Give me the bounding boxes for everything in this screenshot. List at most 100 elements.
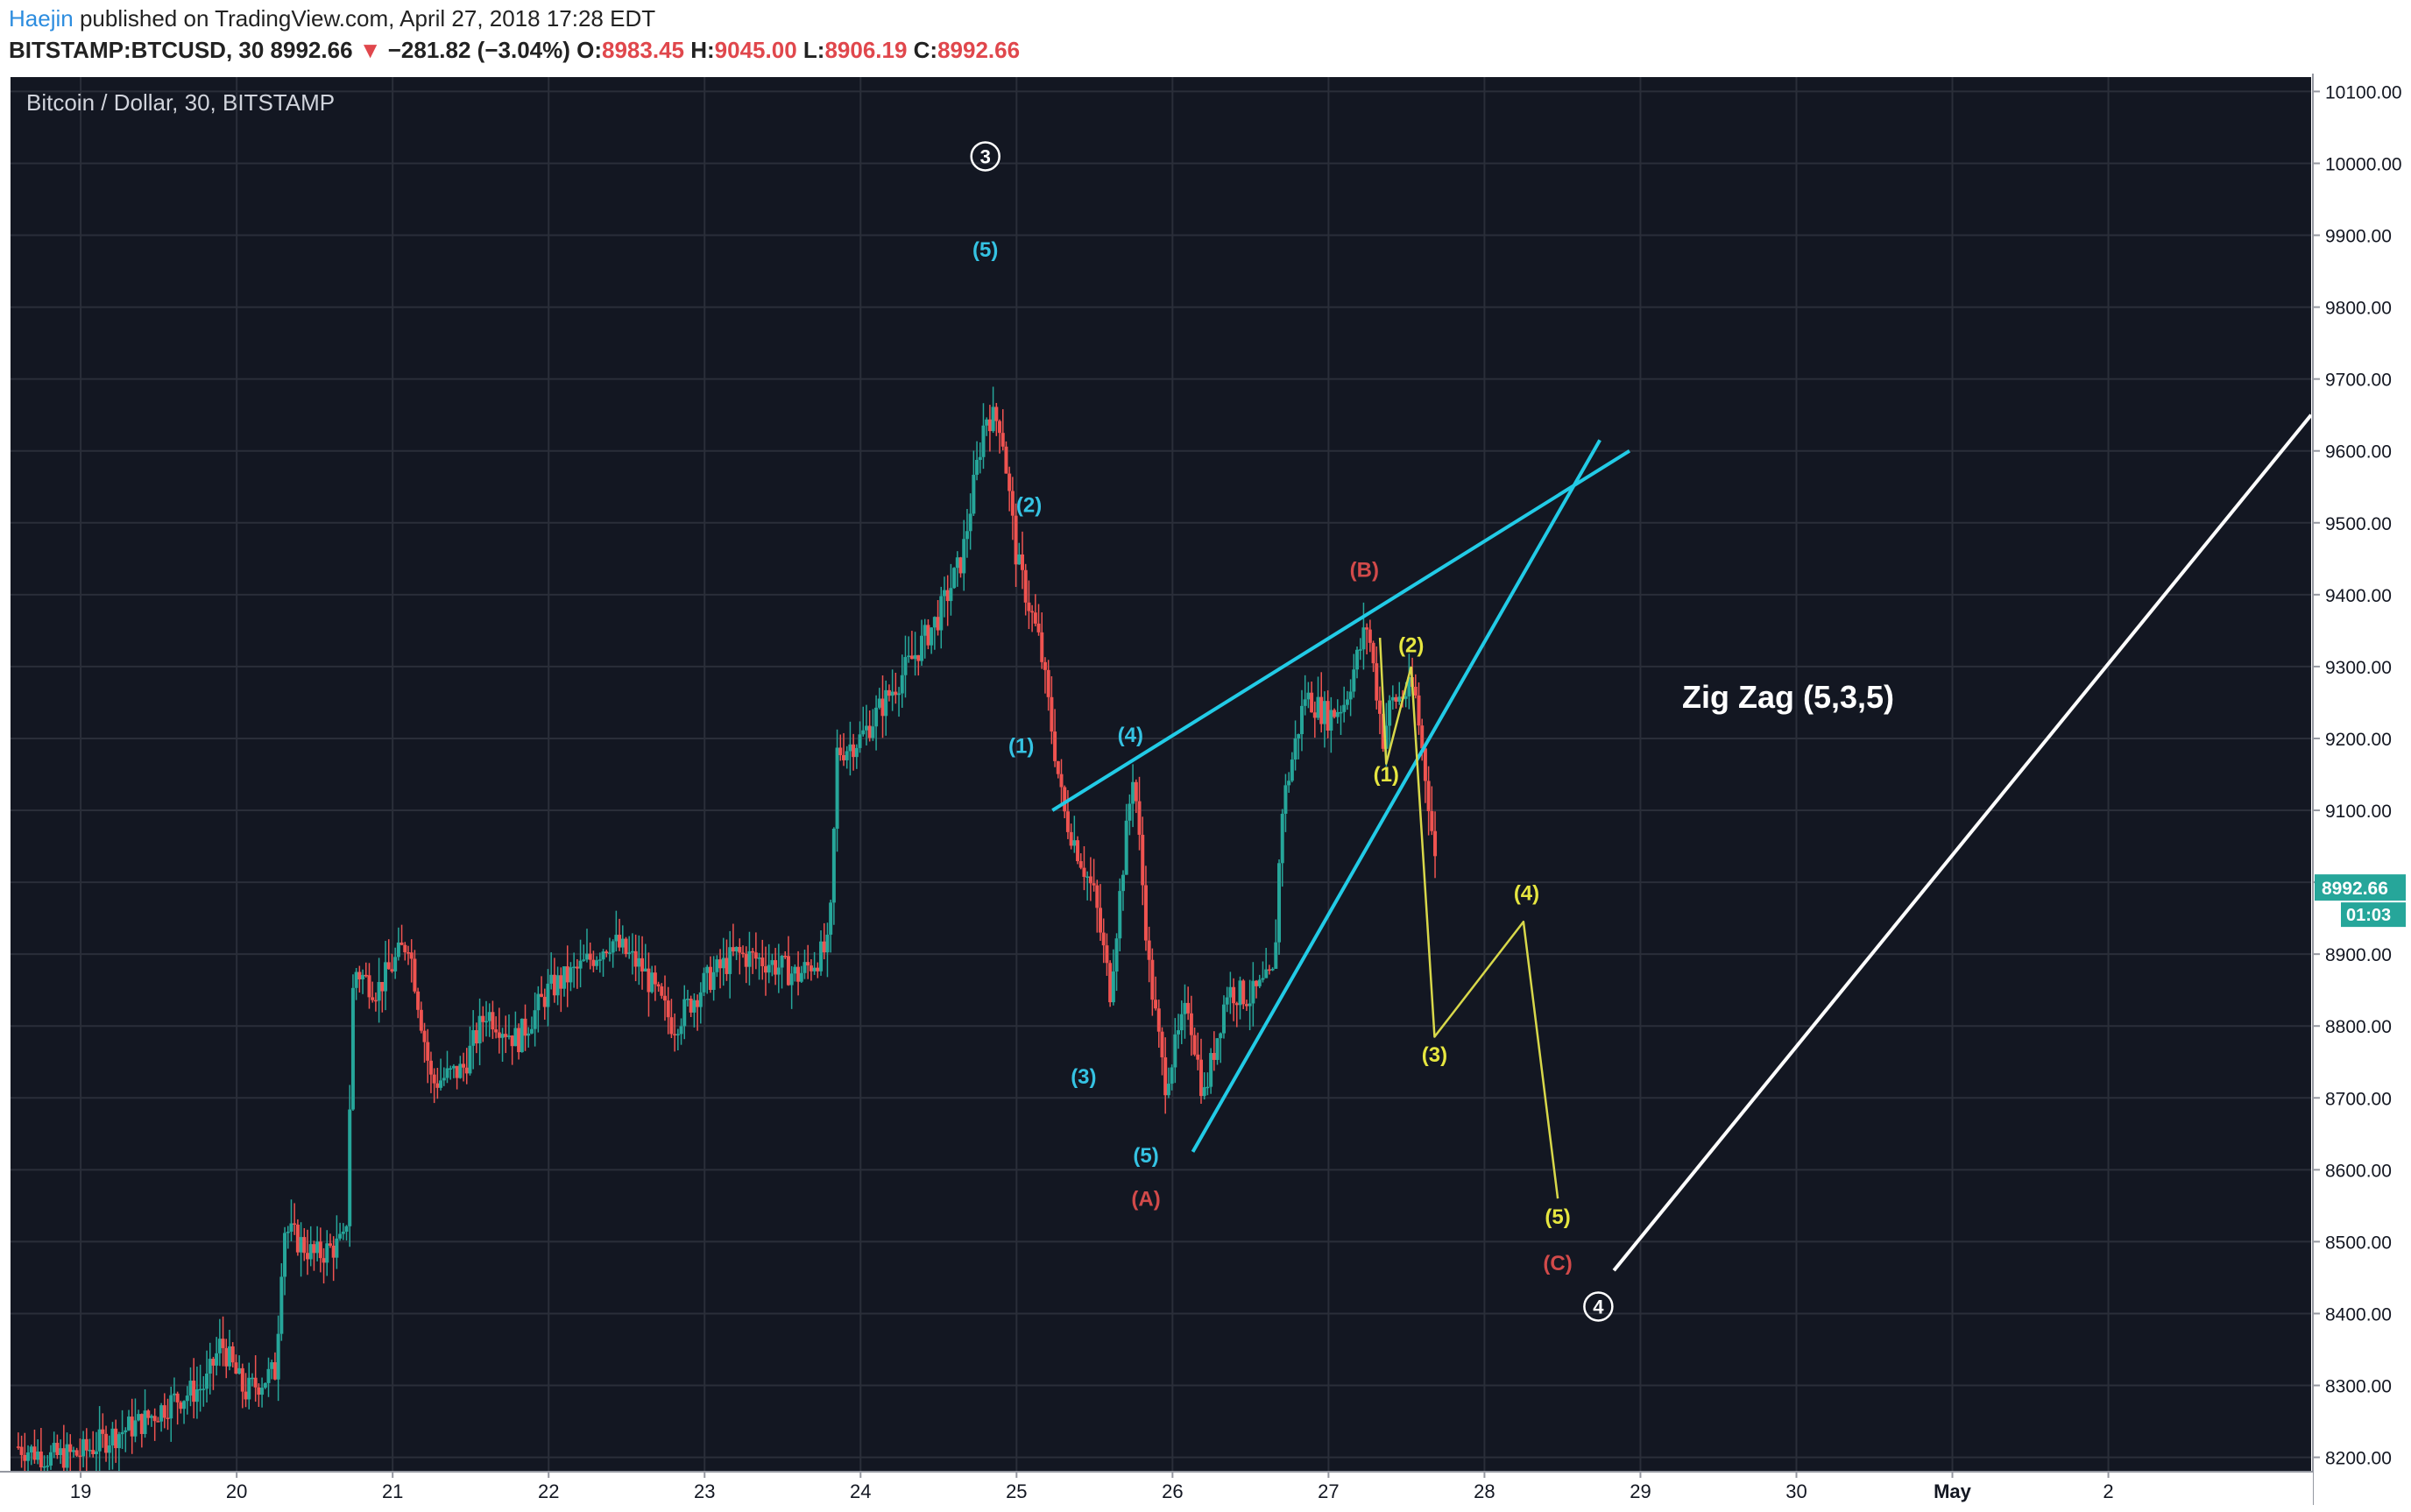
candle-body	[29, 1446, 33, 1453]
candle-body	[149, 1416, 153, 1418]
candle-body	[194, 1389, 199, 1402]
candle-body	[23, 1454, 27, 1461]
candle-body	[146, 1410, 151, 1418]
candle-body	[1027, 602, 1031, 611]
candle-body	[88, 1450, 92, 1452]
candle-body	[484, 1021, 489, 1023]
candle-body	[1333, 710, 1337, 717]
candle-body	[403, 944, 407, 953]
time-tick-label: 26	[1162, 1480, 1183, 1502]
price-axis[interactable]	[2313, 74, 2411, 1512]
candle-body	[597, 959, 602, 961]
candle-body	[793, 966, 797, 974]
candle-body	[1050, 696, 1054, 732]
candle-body	[1014, 515, 1018, 565]
candle-body	[1423, 748, 1427, 781]
high-label: H:	[690, 37, 715, 63]
time-tick-label: 20	[226, 1480, 247, 1502]
time-tick-label: 29	[1630, 1480, 1651, 1502]
candle-body	[894, 691, 898, 696]
candle-body	[1033, 612, 1037, 624]
candle-body	[1345, 699, 1349, 705]
candle-body	[715, 959, 719, 972]
candle-body	[348, 1109, 352, 1226]
candle-body	[244, 1391, 248, 1400]
price-tick-label: 10000.00	[2325, 154, 2402, 174]
candle-body	[939, 596, 944, 631]
candle-body	[909, 655, 914, 660]
candle-body	[1287, 781, 1291, 786]
candle-body	[1420, 725, 1425, 749]
candle-body	[1361, 627, 1366, 650]
candle-body	[55, 1443, 60, 1456]
candle-body	[981, 425, 986, 457]
candle-body	[838, 747, 843, 756]
candle-body	[124, 1430, 128, 1432]
time-axis[interactable]	[0, 1472, 2313, 1505]
candle-body	[1352, 669, 1356, 692]
candle-body	[286, 1232, 290, 1233]
candle-body	[1316, 696, 1320, 718]
author-link[interactable]: Haejin	[9, 5, 74, 32]
candle-body	[471, 1029, 476, 1046]
candle-body	[143, 1410, 147, 1434]
candle-body	[1198, 1059, 1203, 1097]
publish-info: Haejin published on TradingView.com, Apr…	[9, 5, 655, 32]
candle-body	[1219, 1033, 1223, 1039]
candle-body	[1196, 1054, 1200, 1060]
candle-body	[806, 962, 810, 966]
candle-body	[1101, 932, 1106, 946]
candle-body	[923, 625, 927, 636]
wave-label: (1)	[1008, 734, 1034, 758]
candle-body	[533, 1010, 537, 1029]
candle-body	[812, 967, 817, 971]
price-tick-label: 8800.00	[2325, 1017, 2392, 1037]
price-tick-label: 9700.00	[2325, 371, 2392, 391]
candle-body	[1335, 711, 1340, 717]
candle-body	[260, 1388, 265, 1395]
candle-body	[1261, 978, 1265, 980]
candle-body	[312, 1244, 316, 1254]
candle-body	[569, 967, 573, 983]
candle-body	[1131, 781, 1135, 804]
candle-body	[156, 1421, 160, 1423]
candle-body	[464, 1067, 469, 1074]
candle-body	[1251, 980, 1255, 1004]
price-tick-label: 8300.00	[2325, 1377, 2392, 1397]
candle-body	[949, 588, 953, 602]
down-arrow-icon: ▼	[358, 37, 382, 63]
candle-body	[1417, 695, 1421, 726]
last-value: 8992.66	[270, 37, 353, 63]
candle-body	[611, 941, 615, 953]
candle-body	[780, 956, 784, 968]
price-tick-label: 8600.00	[2325, 1161, 2392, 1181]
candle-body	[1118, 891, 1122, 939]
projection-path-small	[1378, 638, 1412, 765]
candle-body	[416, 991, 421, 1010]
candle-body	[293, 1223, 297, 1225]
candle-body	[406, 952, 410, 954]
candle-body	[1173, 1034, 1177, 1068]
candle-body	[1212, 1053, 1216, 1060]
candle-body	[552, 974, 556, 996]
candle-body	[854, 747, 859, 758]
candle-body	[159, 1405, 164, 1422]
candle-body	[734, 946, 739, 952]
candle-body	[302, 1237, 307, 1254]
candle-body	[1255, 980, 1259, 986]
candle-body	[1426, 781, 1431, 811]
price-tick-label: 8700.00	[2325, 1089, 2392, 1109]
candle-body	[399, 942, 404, 945]
low-value: 8906.19	[824, 37, 908, 63]
candle-body	[130, 1417, 134, 1437]
candle-body	[890, 691, 894, 696]
candle-body	[1293, 738, 1297, 760]
candle-body	[802, 962, 807, 973]
candle-body	[432, 1074, 436, 1084]
price-chart[interactable]: 3 (5) (2) (1) (4) (3) (5) (A) (B) (2) (1) (4) (3) (5)…	[0, 74, 2411, 1512]
candle-body	[1339, 711, 1343, 714]
countdown-label: 01:03	[2346, 906, 2391, 925]
candle-body	[1078, 861, 1083, 868]
candle-body	[540, 993, 544, 997]
candle-body	[182, 1401, 187, 1410]
